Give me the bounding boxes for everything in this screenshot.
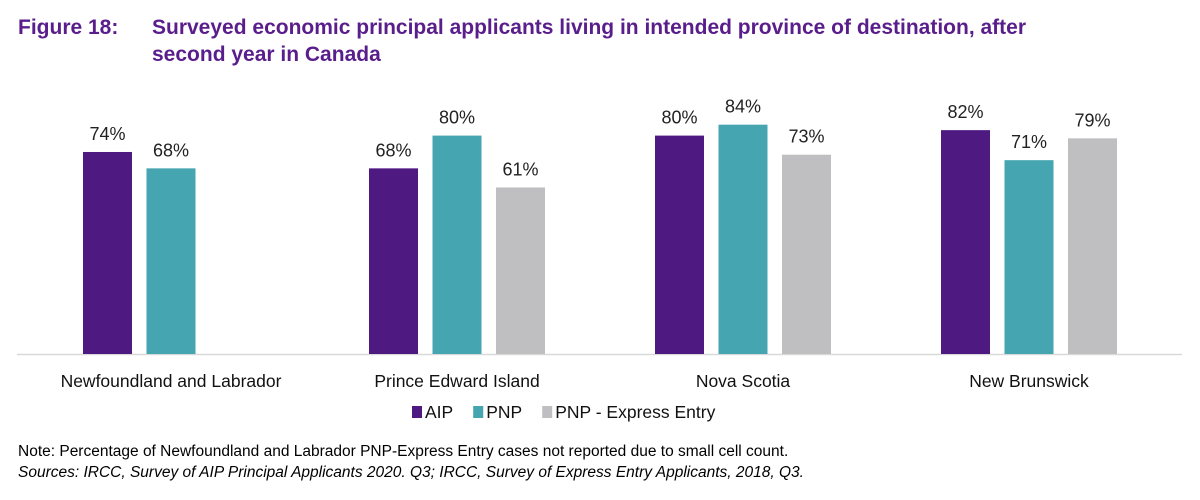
- bar-aip-1: [369, 168, 418, 354]
- legend-swatch: [473, 406, 484, 418]
- bar-aip-2: [655, 135, 704, 354]
- data-label: 79%: [1074, 110, 1110, 130]
- footnote: Note: Percentage of Newfoundland and Lab…: [18, 441, 804, 483]
- title-line-1: Surveyed economic principal applicants l…: [152, 16, 1027, 39]
- legend-label: PNP - Express Entry: [555, 402, 715, 422]
- bar-pnp-2: [718, 124, 768, 355]
- category-label: Nova Scotia: [696, 371, 791, 391]
- category-label: Prince Edward Island: [374, 371, 539, 391]
- data-label: 80%: [439, 108, 475, 128]
- data-label: 61%: [502, 159, 538, 179]
- chart-title: Figure 18: Surveyed economic principal ap…: [18, 14, 1198, 68]
- data-label: 68%: [375, 140, 411, 160]
- legend-swatch: [542, 406, 553, 418]
- figure-number: Figure 18:: [18, 16, 119, 39]
- legend-swatch: [412, 406, 422, 418]
- legend-label: PNP: [486, 402, 522, 422]
- category-label: Newfoundland and Labrador: [61, 371, 282, 391]
- data-label: 71%: [1011, 132, 1047, 152]
- bar-pnp-express-entry-3: [1068, 138, 1117, 354]
- data-label: 84%: [725, 97, 761, 117]
- data-label: 73%: [788, 127, 824, 147]
- bar-pnp-express-entry-1: [496, 187, 545, 354]
- bar-aip-3: [941, 130, 990, 354]
- category-label: New Brunswick: [969, 371, 1089, 391]
- bar-pnp-0: [146, 168, 196, 354]
- bar-aip-0: [83, 151, 132, 354]
- sources-text: Sources: IRCC, Survey of AIP Principal A…: [18, 464, 804, 481]
- note-text: Note: Percentage of Newfoundland and Lab…: [18, 443, 789, 460]
- legend-label: AIP: [425, 402, 453, 422]
- data-label: 68%: [153, 140, 189, 160]
- data-label: 82%: [947, 102, 983, 122]
- title-line-2: second year in Canada: [152, 43, 381, 66]
- data-label: 80%: [661, 108, 697, 128]
- bar-chart: 74% 68% Newfoundland and Labrador 68% 80% 61%…: [17, 97, 1182, 422]
- data-label: 74%: [89, 124, 125, 144]
- bar-pnp-express-entry-2: [782, 154, 831, 354]
- bar-pnp-3: [1004, 160, 1054, 354]
- bar-pnp-1: [432, 135, 482, 354]
